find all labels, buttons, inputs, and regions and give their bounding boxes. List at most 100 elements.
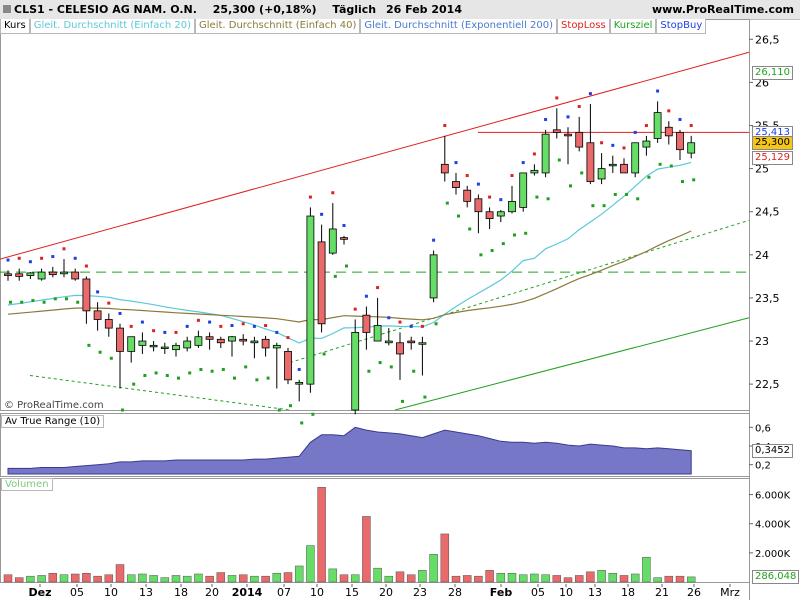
stop-dot: [476, 182, 480, 186]
last-price-info: 25,300 (+0,18%): [212, 3, 317, 16]
candle-body: [530, 169, 539, 174]
volume-tick-label: 6.000K: [755, 491, 791, 502]
volume-tick-label: 4.000K: [755, 520, 791, 531]
candle-body: [496, 211, 505, 217]
target-dot: [311, 412, 315, 416]
stop-dot: [118, 311, 122, 315]
legend-ema200[interactable]: Gleit. Durchschnitt (Exponentiell 200): [360, 19, 558, 34]
target-dot: [692, 178, 696, 182]
price-legend: Kurs Gleit. Durchschnitt (Einfach 20) Gl…: [0, 19, 707, 34]
stop-dot: [656, 89, 660, 93]
volume-bar: [563, 577, 573, 583]
volume-bar: [485, 570, 494, 583]
target-dot: [300, 421, 304, 425]
stop-dot: [376, 286, 380, 290]
volume-bar: [126, 574, 136, 583]
target-dot: [266, 376, 270, 380]
volume-bar: [82, 573, 91, 583]
target-dot: [333, 274, 337, 278]
legend-sma20[interactable]: Gleit. Durchschnitt (Einfach 20): [29, 19, 196, 34]
volume-bar: [272, 573, 282, 583]
target-dot: [87, 343, 91, 347]
stop-dot: [454, 161, 458, 165]
panel-frame-2: [0, 478, 750, 583]
stop-dot: [342, 224, 346, 228]
volume-bar: [26, 575, 35, 583]
volume-bar: [395, 571, 405, 583]
candle-body: [71, 271, 80, 280]
volume-panel-label[interactable]: Volumen: [1, 478, 53, 491]
stop-dot: [353, 307, 357, 311]
target-dot: [165, 374, 169, 378]
candle-body: [631, 142, 640, 174]
stop-dot: [107, 301, 111, 305]
candle-body: [250, 340, 259, 344]
atr-panel-label[interactable]: Av True Range (10): [1, 415, 105, 428]
stop-dot: [17, 256, 21, 260]
candle-body: [362, 314, 371, 333]
candle-body: [519, 172, 528, 208]
legend-kursziel[interactable]: Kursziel: [609, 19, 657, 34]
stop-dot: [252, 324, 256, 328]
volume-bar: [451, 575, 461, 583]
atr-tick-label: 0,6: [755, 423, 771, 434]
stop-dot: [499, 198, 503, 202]
candle-body: [608, 163, 617, 167]
volume-bar: [59, 574, 69, 583]
x-axis-label: 10: [559, 586, 573, 599]
legend-stopbuy[interactable]: StopBuy: [656, 19, 707, 34]
x-axis-label: 23: [413, 586, 427, 599]
stop-dot: [443, 124, 447, 128]
legend-kurs[interactable]: Kurs: [0, 19, 30, 34]
volume-bar: [205, 575, 214, 583]
volume-bar: [608, 573, 618, 583]
target-dot: [625, 192, 628, 196]
candle-body: [15, 273, 24, 277]
target-dot: [669, 164, 673, 168]
stop-dot: [40, 256, 44, 260]
stop-dot: [73, 256, 77, 260]
x-axis-label: 28: [448, 586, 462, 599]
stop-dot: [611, 143, 615, 147]
candle-body: [407, 340, 416, 344]
candle-body: [687, 142, 696, 154]
target-dot: [591, 204, 595, 208]
x-axis-label: 20: [205, 586, 219, 599]
stop-dot: [622, 146, 626, 150]
volume-bar: [462, 575, 472, 583]
volume-bar: [138, 573, 147, 583]
stop-dot: [308, 195, 312, 199]
stop-dot: [140, 320, 144, 324]
stop-dot: [174, 330, 178, 334]
candle-body: [317, 241, 326, 325]
candle-body: [552, 129, 561, 133]
stop-dot: [667, 109, 671, 113]
site-label[interactable]: www.ProRealTime.com: [651, 3, 794, 16]
volume-bar: [294, 565, 304, 583]
dotted-trendline-low: [29, 375, 291, 411]
stop-dot: [577, 105, 581, 109]
candle-body: [664, 126, 673, 137]
candle-body: [653, 112, 662, 139]
volume-bar: [474, 575, 483, 583]
stop-dot: [6, 258, 10, 262]
volume-bar: [160, 577, 170, 583]
stop-dot: [588, 92, 592, 96]
stop-dot: [398, 320, 402, 324]
volume-bar: [182, 575, 192, 583]
volume-bar: [552, 575, 562, 583]
legend-sma40[interactable]: Gleit. Durchschnitt (Einfach 40): [195, 19, 361, 34]
candle-body: [284, 350, 292, 381]
volume-bar: [48, 573, 58, 583]
stop-dot: [297, 367, 301, 371]
x-axis-label: 07: [277, 586, 291, 599]
volume-bar: [664, 575, 674, 583]
stop-dot: [264, 324, 268, 328]
target-dot: [345, 264, 348, 268]
volume-value-tag: 286,048: [752, 569, 800, 584]
atr-tick-label: 0,2: [755, 461, 771, 472]
stop-dot: [532, 152, 536, 156]
date-label: 26 Feb 2014: [385, 3, 462, 16]
legend-stoploss[interactable]: StopLoss: [557, 19, 610, 34]
copyright: © ProRealTime.com: [4, 400, 104, 411]
